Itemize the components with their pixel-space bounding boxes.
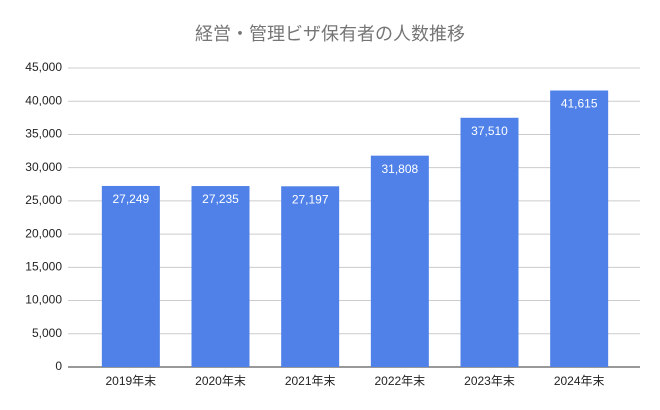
- y-tick-label: 5,000: [32, 326, 62, 340]
- value-label: 37,510: [471, 124, 508, 138]
- value-label: 41,615: [561, 97, 598, 111]
- y-tick-label: 40,000: [25, 93, 62, 107]
- x-tick-label: 2024年末: [554, 374, 605, 388]
- value-label: 31,808: [381, 162, 418, 176]
- bar: [281, 186, 340, 367]
- x-tick-label: 2021年末: [285, 374, 336, 388]
- bar: [550, 90, 609, 367]
- value-label: 27,235: [202, 192, 239, 206]
- x-tick-label: 2022年末: [374, 374, 425, 388]
- bar: [460, 117, 519, 367]
- y-tick-label: 0: [55, 359, 62, 373]
- value-label: 27,249: [112, 192, 149, 206]
- y-tick-label: 25,000: [25, 193, 62, 207]
- y-tick-label: 15,000: [25, 260, 62, 274]
- x-tick-label: 2020年末: [195, 374, 246, 388]
- y-tick-label: 30,000: [25, 160, 62, 174]
- value-label: 27,197: [292, 192, 329, 206]
- bar: [101, 185, 160, 367]
- bar: [191, 186, 250, 367]
- y-tick-label: 10,000: [25, 293, 62, 307]
- x-tick-label: 2023年末: [464, 374, 515, 388]
- y-tick-label: 20,000: [25, 226, 62, 240]
- x-tick-label: 2019年末: [105, 374, 156, 388]
- y-tick-label: 45,000: [25, 60, 62, 74]
- y-tick-label: 35,000: [25, 127, 62, 141]
- chart-title: 経営・管理ビザ保有者の人数推移: [195, 24, 465, 44]
- bar: [370, 155, 429, 367]
